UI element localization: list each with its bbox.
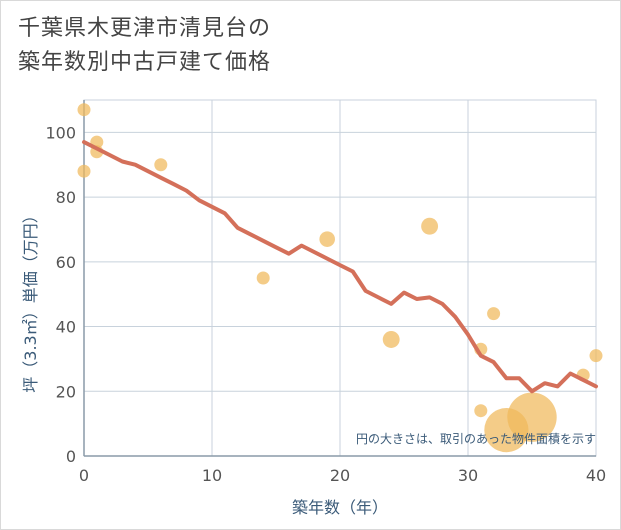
y-tick-label: 100 xyxy=(45,123,76,142)
y-tick-label: 20 xyxy=(56,382,76,401)
axis-layer xyxy=(83,100,596,457)
scatter-point xyxy=(474,404,488,418)
y-tick-label: 60 xyxy=(56,253,76,272)
x-tick-label: 20 xyxy=(330,466,350,485)
trend-line xyxy=(82,140,598,394)
scatter-point xyxy=(589,349,603,363)
x-tick-label: 40 xyxy=(586,466,606,485)
scatter-point xyxy=(154,158,168,172)
scatter-point xyxy=(319,231,336,247)
scatter-point xyxy=(487,307,501,321)
chart-title-line-1: 千葉県木更津市清見台の xyxy=(18,16,272,41)
x-tick-label: 0 xyxy=(79,466,89,485)
y-tick-label: 0 xyxy=(66,447,76,466)
scatter-point xyxy=(382,331,400,348)
x-tick-label: 30 xyxy=(458,466,478,485)
scatter-point xyxy=(77,164,91,178)
bubble-size-note: 円の大きさは、取引のあった物件面積を示す xyxy=(356,431,596,446)
scatter-point xyxy=(507,392,557,442)
y-axis-label: 坪（3.3㎡）単価（万円） xyxy=(21,207,40,392)
scatter-point xyxy=(256,271,270,285)
x-axis-label: 築年数（年） xyxy=(292,498,388,517)
line-layer xyxy=(82,140,598,394)
chart-title-line-2: 築年数別中古戸建て価格 xyxy=(18,50,272,75)
label-layer: 円の大きさは、取引のあった物件面積を示す 築年数（年） 坪（3.3㎡）単価（万円… xyxy=(21,123,606,517)
y-tick-label: 80 xyxy=(56,188,76,207)
scatter-point xyxy=(421,217,439,235)
y-tick-label: 40 xyxy=(56,318,76,337)
chart-title: 千葉県木更津市清見台の 築年数別中古戸建て価格 xyxy=(18,12,271,80)
x-tick-label: 10 xyxy=(202,466,222,485)
scatter-point xyxy=(77,103,91,117)
